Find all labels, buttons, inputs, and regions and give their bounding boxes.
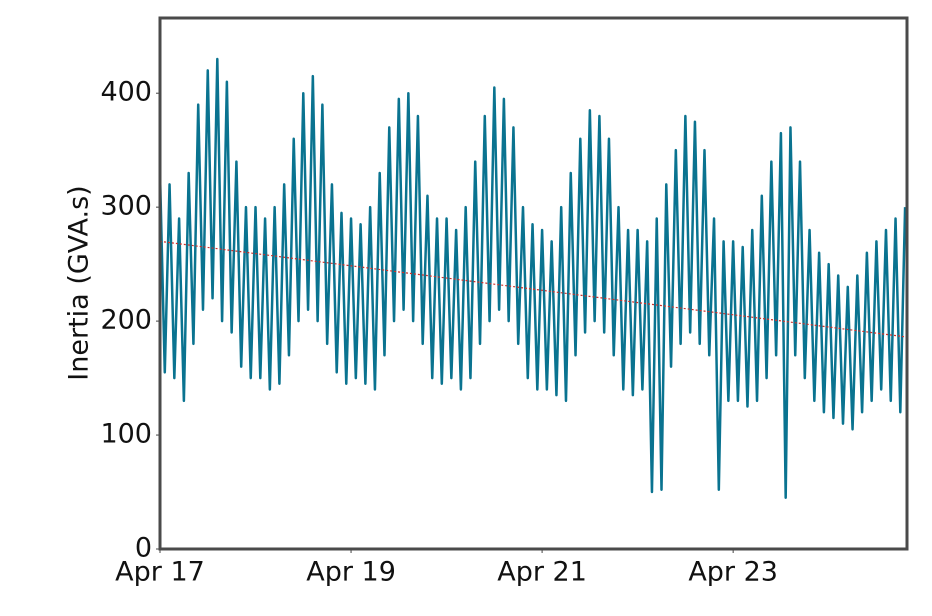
x-tick-label: Apr 21 (497, 557, 587, 588)
x-tick-label: Apr 23 (688, 557, 778, 588)
y-axis-label: Inertia (GVA.s) (64, 185, 95, 380)
series-line (158, 57, 907, 499)
y-tick-label: 300 (100, 191, 152, 222)
y-tick-label: 0 (135, 533, 152, 564)
series-line (159, 240, 908, 338)
x-tick-label: Apr 17 (115, 557, 205, 588)
y-tick-label: 200 (100, 305, 152, 336)
y-tick-label: 100 (100, 419, 152, 450)
y-tick-label: 400 (100, 77, 152, 108)
plot-frame (158, 16, 909, 551)
x-tick-label: Apr 19 (306, 557, 396, 588)
